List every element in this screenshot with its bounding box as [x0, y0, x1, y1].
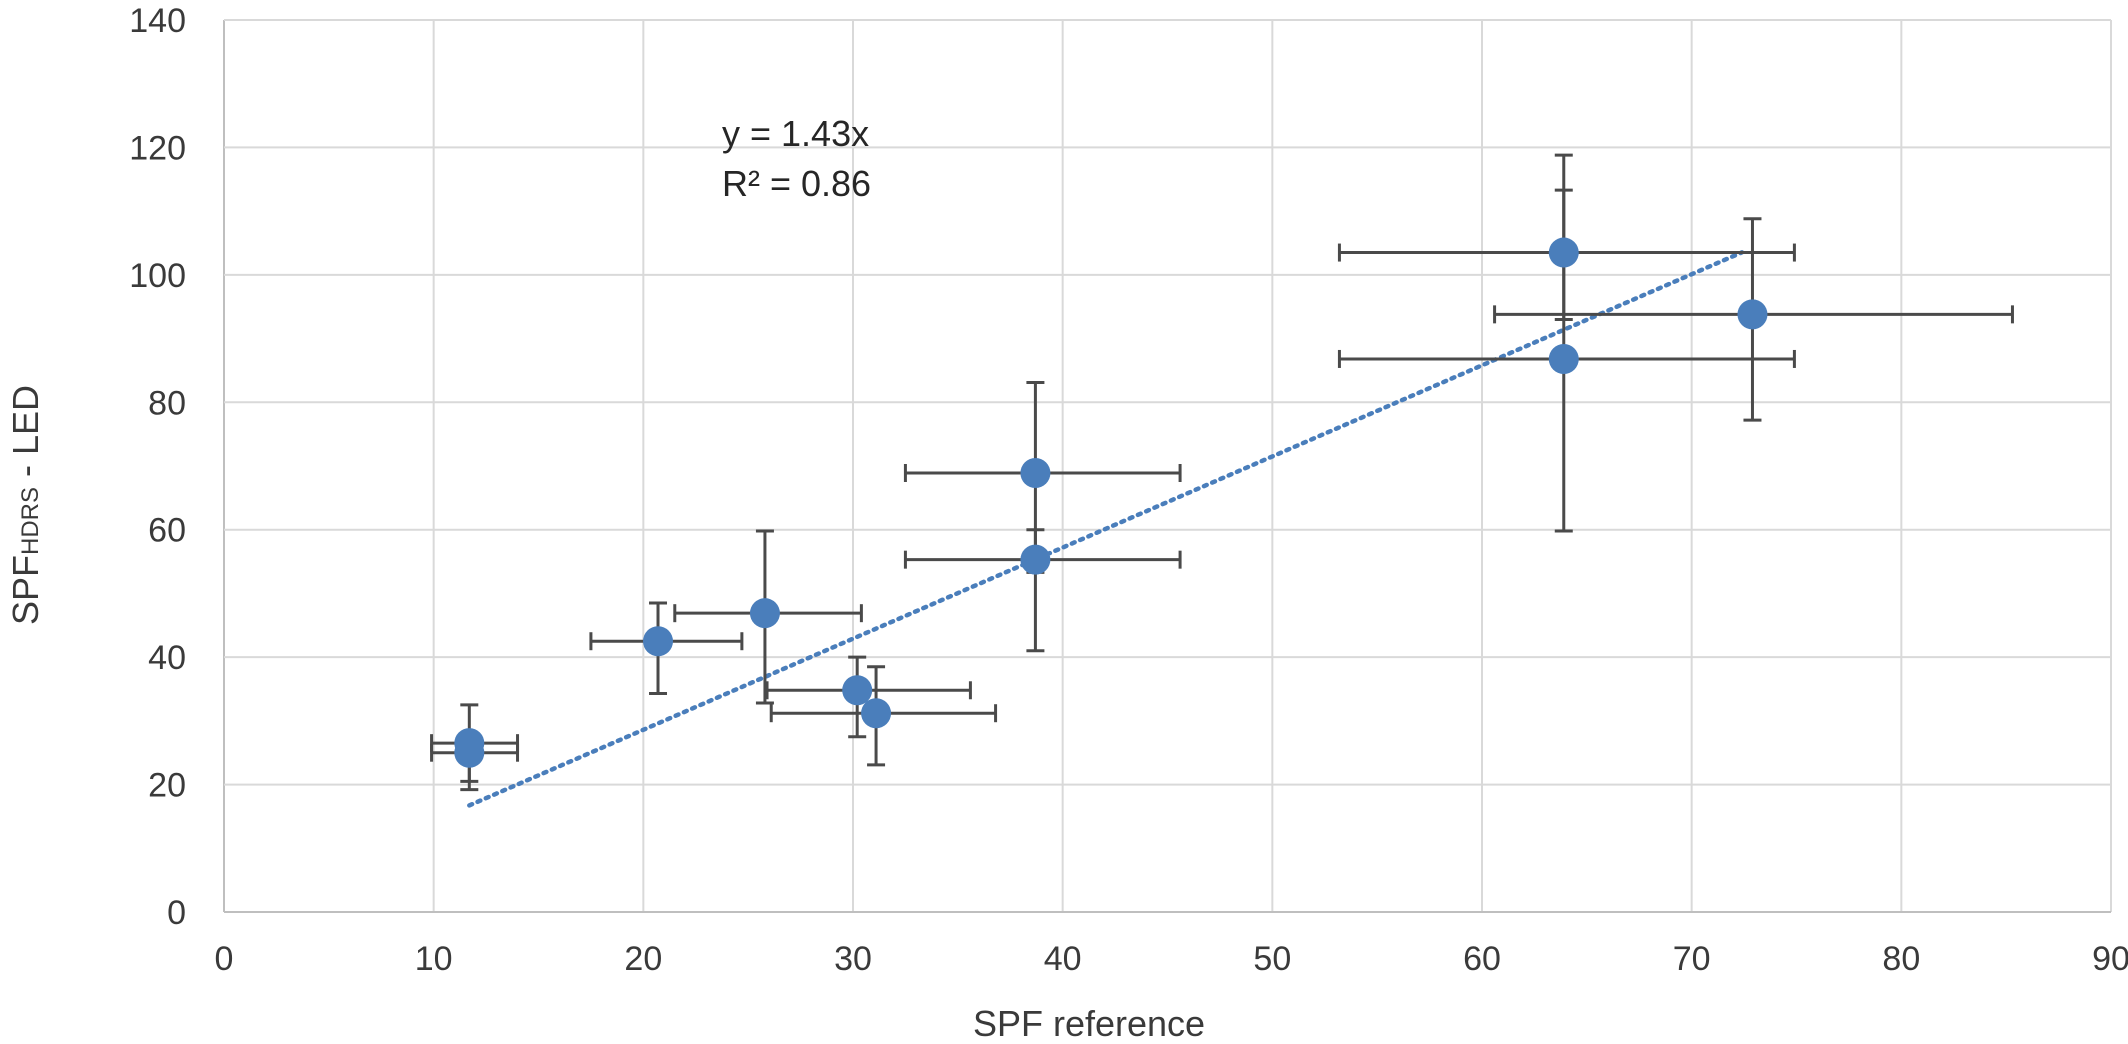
data-point [861, 698, 892, 729]
y-tick-label: 20 [148, 767, 186, 805]
data-point [1020, 458, 1051, 489]
x-tick-label: 0 [215, 940, 234, 978]
y-tick-label: 140 [129, 2, 186, 40]
y-tick-label: 0 [167, 894, 186, 932]
x-tick-label: 50 [1253, 940, 1291, 978]
data-point [1548, 237, 1579, 268]
data-points [454, 237, 1768, 768]
x-axis-tick-labels: 0 10 20 30 40 50 60 70 80 90 [215, 940, 2128, 978]
y-tick-label: 80 [148, 384, 186, 422]
data-point [1737, 299, 1768, 330]
y-axis-title-suffix: - LED [5, 385, 46, 487]
x-tick-label: 40 [1044, 940, 1082, 978]
y-tick-label: 60 [148, 512, 186, 550]
x-axis-title: SPF reference [973, 1003, 1205, 1044]
trendline-group [467, 250, 1745, 808]
y-tick-label: 40 [148, 639, 186, 677]
data-point [842, 675, 873, 706]
x-tick-label: 70 [1673, 940, 1711, 978]
data-point [1548, 343, 1579, 374]
y-axis-title-main: SPF [5, 555, 46, 625]
y-axis-title: SPFHDRS - LED [5, 385, 46, 625]
y-axis-title-subscript: HDRS [17, 487, 44, 555]
x-tick-label: 30 [834, 940, 872, 978]
trendline-equation: y = 1.43x [722, 113, 869, 154]
data-point [749, 598, 780, 629]
data-point [454, 737, 485, 768]
r-squared-label: R² = 0.86 [722, 163, 871, 204]
data-point [643, 626, 674, 657]
y-tick-label: 100 [129, 257, 186, 295]
y-axis-tick-labels: 0 20 40 60 80 100 120 140 [129, 2, 186, 932]
trendline [467, 250, 1745, 808]
error-bars [430, 153, 2014, 792]
y-tick-label: 120 [129, 129, 186, 167]
x-tick-label: 80 [1882, 940, 1920, 978]
x-tick-label: 20 [624, 940, 662, 978]
x-tick-label: 90 [2092, 940, 2128, 978]
gridlines [223, 19, 2112, 913]
data-point [1020, 544, 1051, 575]
x-tick-label: 60 [1463, 940, 1501, 978]
x-tick-label: 10 [415, 940, 453, 978]
